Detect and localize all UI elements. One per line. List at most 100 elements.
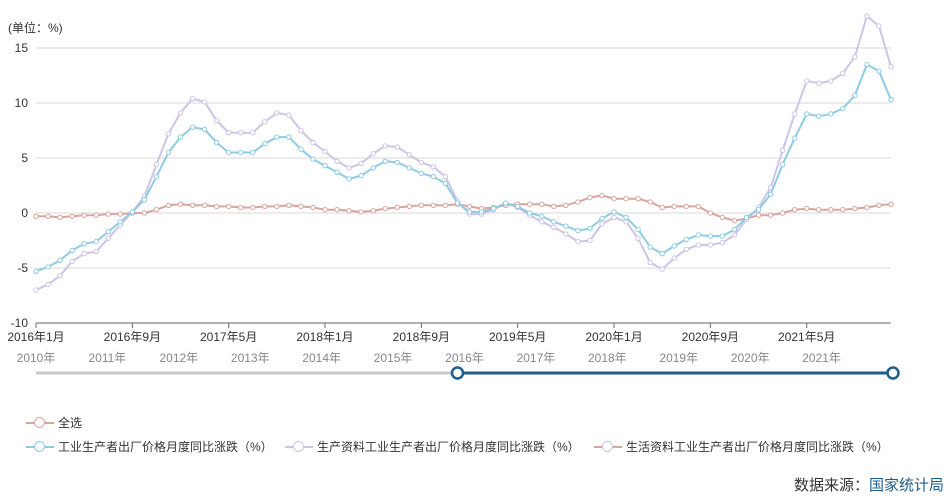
- data-point-industrial[interactable]: [490, 205, 497, 212]
- data-point-living[interactable]: [804, 205, 810, 212]
- data-point-living[interactable]: [539, 201, 545, 207]
- data-point-industrial[interactable]: [731, 226, 738, 233]
- data-point-production[interactable]: [370, 150, 376, 157]
- data-point-industrial[interactable]: [153, 174, 160, 180]
- data-point-production[interactable]: [69, 258, 75, 265]
- timeline-year-label[interactable]: 2020年: [731, 351, 770, 365]
- data-point-living[interactable]: [575, 199, 581, 205]
- data-point-industrial[interactable]: [442, 180, 449, 187]
- timeline-year-label[interactable]: 2021年: [802, 351, 841, 365]
- data-point-living[interactable]: [406, 203, 413, 210]
- data-point-living[interactable]: [334, 207, 340, 213]
- data-point-industrial[interactable]: [647, 244, 653, 250]
- data-point-industrial[interactable]: [394, 159, 400, 166]
- data-point-industrial[interactable]: [767, 191, 774, 198]
- data-point-industrial[interactable]: [804, 111, 810, 117]
- data-point-industrial[interactable]: [828, 111, 834, 117]
- data-point-industrial[interactable]: [876, 68, 882, 74]
- data-point-production[interactable]: [659, 266, 665, 272]
- data-point-living[interactable]: [671, 203, 677, 210]
- data-point-industrial[interactable]: [213, 139, 220, 146]
- data-point-production[interactable]: [394, 144, 400, 150]
- data-point-living[interactable]: [370, 208, 376, 214]
- data-point-production[interactable]: [238, 130, 244, 136]
- data-point-production[interactable]: [45, 281, 51, 288]
- data-point-living[interactable]: [659, 204, 665, 211]
- data-point-industrial[interactable]: [779, 161, 786, 168]
- data-point-production[interactable]: [804, 78, 810, 84]
- data-point-industrial[interactable]: [852, 92, 858, 99]
- data-point-production[interactable]: [635, 235, 641, 242]
- data-point-industrial[interactable]: [274, 134, 280, 140]
- data-point-industrial[interactable]: [514, 203, 521, 210]
- data-point-production[interactable]: [611, 214, 617, 221]
- data-point-industrial[interactable]: [81, 241, 87, 247]
- timeline-year-label[interactable]: 2013年: [231, 351, 270, 365]
- data-point-living[interactable]: [322, 207, 328, 213]
- data-point-industrial[interactable]: [310, 156, 316, 162]
- data-point-production[interactable]: [81, 251, 87, 257]
- data-point-production[interactable]: [719, 240, 726, 246]
- data-point-industrial[interactable]: [466, 209, 473, 215]
- data-point-production[interactable]: [346, 165, 352, 171]
- data-point-production[interactable]: [791, 111, 798, 117]
- data-point-industrial[interactable]: [358, 172, 364, 179]
- data-point-production[interactable]: [274, 110, 280, 116]
- data-point-production[interactable]: [539, 219, 545, 225]
- data-point-industrial[interactable]: [599, 215, 605, 222]
- data-point-living[interactable]: [551, 203, 557, 210]
- data-point-industrial[interactable]: [298, 146, 304, 152]
- data-point-living[interactable]: [430, 202, 437, 209]
- data-point-production[interactable]: [876, 23, 882, 29]
- data-point-production[interactable]: [695, 242, 702, 248]
- data-point-production[interactable]: [671, 255, 677, 261]
- data-point-living[interactable]: [33, 213, 39, 220]
- data-point-living[interactable]: [418, 202, 425, 209]
- data-point-living[interactable]: [262, 203, 268, 210]
- timeline-year-label[interactable]: 2012年: [159, 351, 198, 365]
- data-point-production[interactable]: [551, 224, 557, 231]
- legend-select-all[interactable]: 全选: [26, 414, 82, 431]
- data-point-industrial[interactable]: [551, 219, 557, 225]
- data-point-production[interactable]: [418, 159, 425, 166]
- timeline-handle-end[interactable]: [886, 366, 900, 380]
- legend-item-production[interactable]: 生产资料工业生产者出厂价格月度同比涨跌（%）: [285, 438, 580, 455]
- data-point-production[interactable]: [57, 273, 63, 279]
- data-point-industrial[interactable]: [707, 233, 714, 239]
- data-point-production[interactable]: [816, 80, 822, 86]
- data-point-industrial[interactable]: [105, 229, 111, 235]
- data-point-living[interactable]: [635, 196, 641, 202]
- data-point-living[interactable]: [767, 212, 774, 218]
- data-point-industrial[interactable]: [69, 247, 75, 254]
- data-point-industrial[interactable]: [346, 176, 352, 182]
- timeline-year-label[interactable]: 2019年: [659, 351, 698, 365]
- data-point-living[interactable]: [201, 202, 208, 209]
- data-point-living[interactable]: [153, 207, 160, 213]
- data-point-industrial[interactable]: [238, 149, 244, 156]
- data-point-living[interactable]: [695, 203, 702, 210]
- data-point-living[interactable]: [382, 205, 388, 212]
- timeline-year-label[interactable]: 2017年: [517, 351, 556, 365]
- data-point-production[interactable]: [382, 143, 388, 149]
- data-point-living[interactable]: [611, 196, 617, 202]
- timeline-slider[interactable]: 2010年 2011年 2012年 2013年 2014年 2015年 2016年 2017年…: [17, 351, 900, 380]
- timeline-handle-start[interactable]: [450, 366, 465, 380]
- data-point-industrial[interactable]: [743, 214, 750, 221]
- source-org-link[interactable]: 国家统计局: [868, 477, 944, 494]
- data-point-production[interactable]: [201, 99, 208, 105]
- data-point-industrial[interactable]: [635, 226, 641, 233]
- data-point-industrial[interactable]: [165, 149, 172, 156]
- data-point-industrial[interactable]: [478, 209, 485, 215]
- data-point-living[interactable]: [346, 208, 352, 214]
- data-point-industrial[interactable]: [611, 209, 617, 215]
- data-point-production[interactable]: [322, 148, 328, 155]
- data-point-production[interactable]: [358, 160, 364, 167]
- data-point-industrial[interactable]: [816, 113, 822, 119]
- data-point-production[interactable]: [647, 259, 653, 266]
- data-point-industrial[interactable]: [563, 223, 569, 229]
- data-point-production[interactable]: [153, 161, 160, 168]
- data-point-production[interactable]: [213, 117, 220, 124]
- data-point-living[interactable]: [358, 209, 364, 215]
- data-point-industrial[interactable]: [695, 232, 702, 238]
- data-point-production[interactable]: [189, 95, 196, 102]
